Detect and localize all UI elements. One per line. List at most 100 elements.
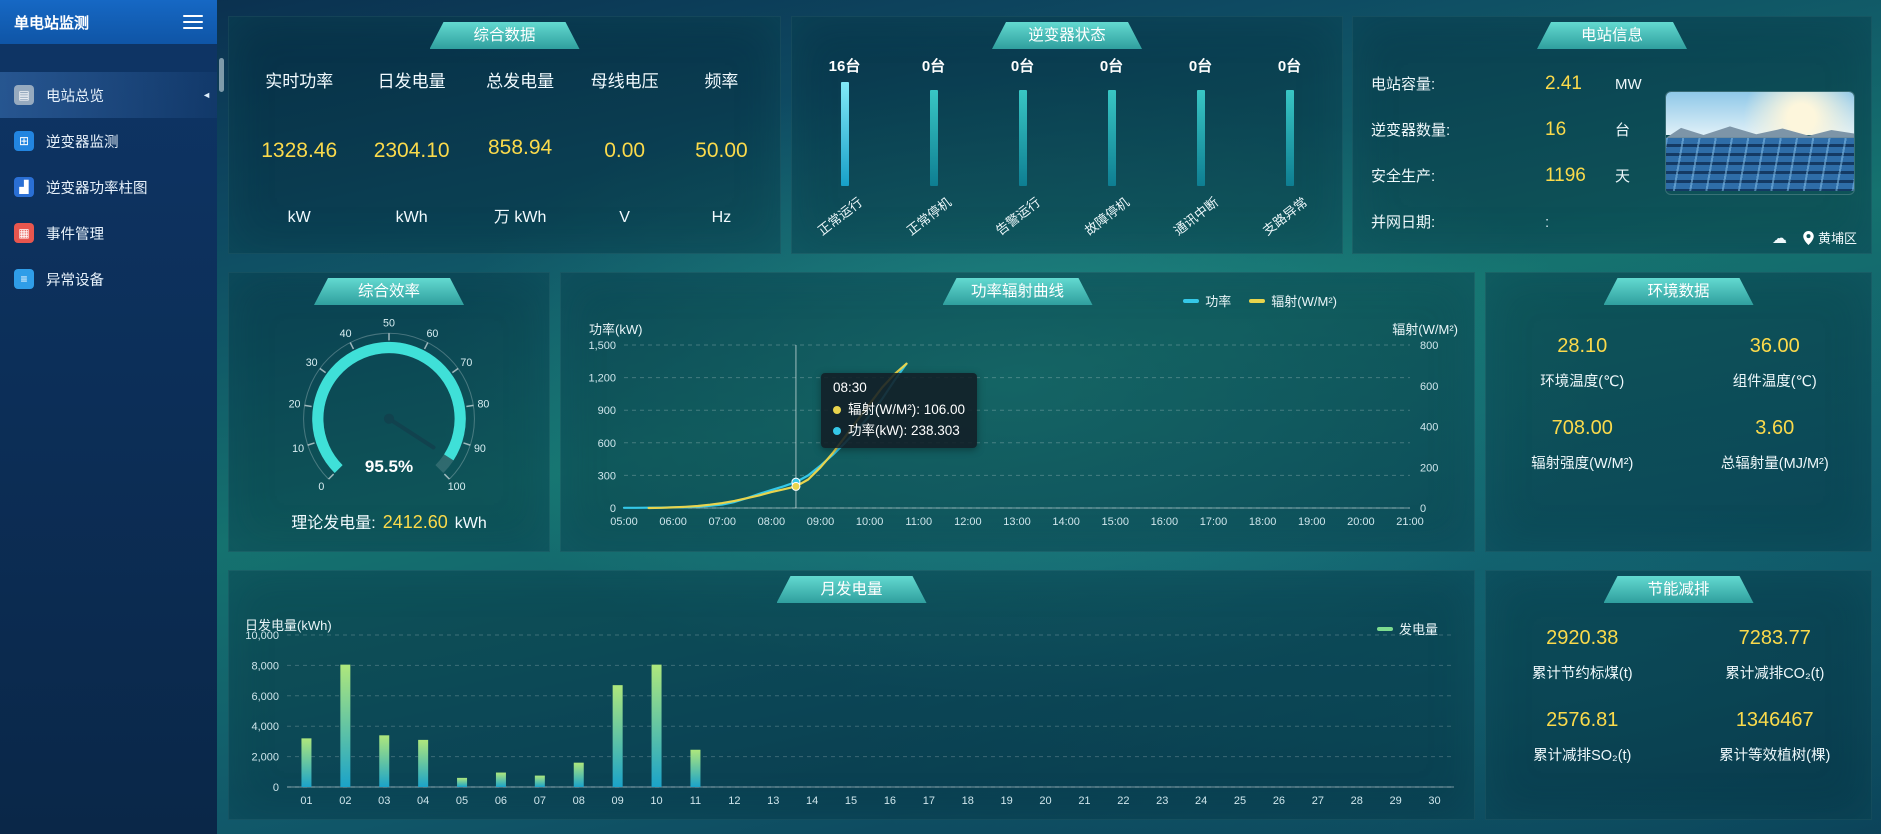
- svg-text:19:00: 19:00: [1298, 516, 1326, 528]
- sidebar-item-station-overview[interactable]: ▤ 电站总览 ◄: [0, 72, 217, 118]
- svg-text:30: 30: [306, 357, 318, 369]
- inverter-state-label: 正常运行: [815, 194, 866, 239]
- sidebar-item-abnormal-devices[interactable]: ≡ 异常设备: [0, 256, 217, 302]
- svg-text:14:00: 14:00: [1052, 516, 1080, 528]
- sidebar-item-inverter-power-bars[interactable]: ▟ 逆变器功率柱图: [0, 164, 217, 210]
- station-row-safe-days: 安全生产: 1196 天: [1371, 165, 1671, 211]
- power-radiation-chart[interactable]: 0 300 600 900 1,200 1,500 0 200 400 600 800 05:00 06…: [569, 333, 1468, 538]
- svg-text:08:00: 08:00: [758, 516, 786, 528]
- sidebar-item-event-management[interactable]: ▦ 事件管理: [0, 210, 217, 256]
- radiation-legend-swatch-icon: [1249, 298, 1266, 303]
- power-legend-swatch-icon: [1183, 298, 1200, 303]
- curve-legend-item[interactable]: 辐射(W/M²): [1249, 291, 1337, 310]
- station-row-label: 逆变器数量:: [1371, 122, 1451, 139]
- inverter-state-label: 故障停机: [1082, 194, 1133, 239]
- svg-text:27: 27: [1312, 795, 1324, 807]
- station-row-grid-date: 并网日期: :: [1371, 211, 1671, 257]
- emission-value: 2920.38: [1546, 627, 1619, 649]
- photo-solar-panels: [1666, 137, 1854, 191]
- emission-label: 累计减排CO₂(t): [1725, 666, 1825, 682]
- metric-label: 频率: [704, 72, 739, 91]
- station-overview-icon: ▤: [14, 85, 34, 105]
- svg-text:24: 24: [1195, 795, 1207, 807]
- svg-text:09:00: 09:00: [807, 516, 835, 528]
- svg-text:20:00: 20:00: [1347, 516, 1375, 528]
- sidebar-nav: ▤ 电站总览 ◄ ⊞ 逆变器监测 ▟ 逆变器功率柱图 ▦ 事件管理 ≡ 异常设备: [0, 72, 217, 302]
- svg-text:13: 13: [767, 795, 779, 807]
- hamburger-menu-icon[interactable]: [183, 15, 203, 29]
- inverter-label-wrap: 告警运行: [980, 190, 1066, 248]
- inverter-status-column: 0台 支路异常: [1247, 55, 1333, 248]
- emission-cell-trees: 1346467 累计等效植树(棵): [1679, 709, 1872, 765]
- metric-unit: V: [619, 209, 630, 226]
- panel-title: 综合效率: [314, 278, 464, 305]
- inverter-count: 16台: [828, 58, 861, 75]
- station-row-inverter-count: 逆变器数量: 16 台: [1371, 119, 1671, 165]
- svg-text:1,200: 1,200: [588, 373, 616, 385]
- svg-text:8,000: 8,000: [251, 660, 279, 672]
- sidebar-item-label: 电站总览: [46, 88, 104, 105]
- svg-text:09: 09: [612, 795, 624, 807]
- station-row-value: 1196: [1545, 165, 1586, 186]
- weather-cloud-icon: ☁: [1771, 229, 1787, 247]
- svg-text:05: 05: [456, 795, 468, 807]
- theory-energy-unit: kWh: [454, 515, 487, 532]
- curve-legend: 功率 辐射(W/M²): [1183, 291, 1337, 310]
- inverter-count: 0台: [1188, 58, 1213, 75]
- inverter-label-wrap: 支路异常: [1247, 190, 1333, 248]
- inverter-status-column: 0台 通讯中断: [1158, 55, 1244, 248]
- inverter-state-label: 通讯中断: [1171, 194, 1222, 239]
- svg-text:29: 29: [1390, 795, 1402, 807]
- svg-text:600: 600: [1420, 381, 1438, 393]
- metric-value: 1328.46: [261, 138, 338, 162]
- svg-text:20: 20: [1039, 795, 1051, 807]
- tooltip-power-text: 功率(kW): 238.303: [848, 423, 960, 438]
- svg-text:01: 01: [300, 795, 312, 807]
- inverter-state-label: 告警运行: [993, 194, 1044, 239]
- metric-value: 858.94: [488, 135, 553, 159]
- station-row-label: 并网日期:: [1371, 214, 1436, 231]
- svg-text:12: 12: [728, 795, 740, 807]
- sidebar: 单电站监测 ▤ 电站总览 ◄ ⊞ 逆变器监测 ▟ 逆变器功率柱图 ▦ 事件管理: [0, 0, 217, 834]
- inverter-status-bar: [1196, 82, 1205, 186]
- svg-text:60: 60: [426, 328, 438, 340]
- svg-text:4,000: 4,000: [251, 721, 279, 733]
- svg-text:600: 600: [598, 438, 616, 450]
- inverter-status-row: 16台 正常运行 0台 正常停机 0台 告警运行 0台 故障停机 0台: [792, 55, 1342, 248]
- tooltip-row: 辐射(W/M²): 106.00: [833, 399, 965, 420]
- curve-legend-item[interactable]: 功率: [1183, 291, 1231, 310]
- station-photo: [1665, 91, 1855, 195]
- svg-text:25: 25: [1234, 795, 1246, 807]
- scrollbar[interactable]: [219, 58, 224, 92]
- inverter-count: 0台: [1277, 58, 1302, 75]
- monthly-legend-item[interactable]: 发电量: [1376, 619, 1438, 638]
- panel-title: 电站信息: [1537, 22, 1687, 49]
- sidebar-header: 单电站监测: [0, 0, 217, 44]
- theory-energy-row: 理论发电量: 2412.60 kWh: [229, 509, 549, 533]
- inverter-status-column: 0台 告警运行: [980, 55, 1066, 248]
- metric-bus-voltage: 母线电压 0.00 V: [591, 67, 659, 227]
- right-axis-title: 辐射(W/M²): [1392, 322, 1458, 337]
- emission-value: 1346467: [1735, 709, 1814, 731]
- panel-station-info: 电站信息 电站容量: 2.41 MW 逆变器数量: 16 台 安全生产: 119…: [1352, 16, 1872, 254]
- legend-label: 辐射(W/M²): [1271, 294, 1337, 309]
- station-row-unit: MW: [1615, 76, 1642, 93]
- theory-energy-label: 理论发电量:: [291, 515, 376, 532]
- svg-text:23: 23: [1156, 795, 1168, 807]
- sidebar-item-inverter-monitor[interactable]: ⊞ 逆变器监测: [0, 118, 217, 164]
- inverter-state-label: 支路异常: [1260, 194, 1311, 239]
- legend-label: 功率: [1205, 294, 1232, 309]
- inverter-status-column: 0台 正常停机: [891, 55, 977, 248]
- inverter-label-wrap: 故障停机: [1069, 190, 1155, 248]
- station-row-unit: 台: [1615, 122, 1631, 139]
- monthly-energy-chart[interactable]: 0 2,000 4,000 6,000 8,000 10,000 01 02 03 04 05 06 0…: [235, 627, 1470, 813]
- emission-cell-co2: 7283.77 累计减排CO₂(t): [1679, 627, 1872, 683]
- metric-label: 日发电量: [377, 72, 446, 91]
- svg-text:28: 28: [1351, 795, 1363, 807]
- env-label: 环境温度(℃): [1540, 374, 1625, 390]
- inverter-status-bar: [1107, 82, 1116, 186]
- env-label: 辐射强度(W/M²): [1531, 456, 1634, 472]
- inverter-label-wrap: 正常运行: [802, 190, 888, 248]
- metric-unit: kW: [287, 209, 311, 226]
